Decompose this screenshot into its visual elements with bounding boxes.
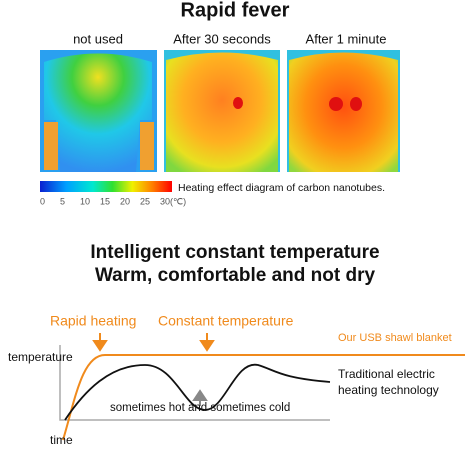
heading: Intelligent constant temperature xyxy=(90,242,379,263)
scale-label: 25 xyxy=(140,196,150,206)
legend-label: heating technology xyxy=(338,383,439,397)
product-curve xyxy=(62,354,465,441)
axis-label: temperature xyxy=(8,350,73,364)
arrow xyxy=(192,389,208,406)
diagram: Rapid heating Constant temperature Our U… xyxy=(8,313,465,447)
arrow xyxy=(92,333,108,352)
scale-label: 15 xyxy=(100,196,110,206)
thermal-image xyxy=(287,50,400,172)
scale-label: 30(℃) xyxy=(160,196,186,206)
panel-label: not used xyxy=(73,31,123,46)
scale-caption: Heating effect diagram of carbon nanotub… xyxy=(178,182,385,194)
legend-label: Our USB shawl blanket xyxy=(338,332,452,344)
legend-label: Traditional electric xyxy=(338,367,435,381)
scale-label: 5 xyxy=(60,196,65,206)
color-scale xyxy=(40,181,172,192)
axes xyxy=(59,345,330,421)
scale-label: 20 xyxy=(120,196,130,206)
panel-label: After 1 minute xyxy=(306,31,387,46)
thermal-image xyxy=(164,50,280,172)
thermal-image xyxy=(40,50,157,172)
annotation: sometimes hot and sometimes cold xyxy=(110,402,290,414)
title: Rapid fever xyxy=(181,0,290,21)
heading: Warm, comfortable and not dry xyxy=(95,265,376,286)
panel-label: After 30 seconds xyxy=(173,31,271,46)
traditional-curve xyxy=(64,364,331,421)
scale-label: 0 xyxy=(40,196,45,206)
label: Rapid heating xyxy=(50,313,136,329)
axis-label: time xyxy=(50,433,73,447)
scale-label: 10 xyxy=(80,196,90,206)
arrow xyxy=(199,333,215,352)
label: Constant temperature xyxy=(158,313,294,329)
